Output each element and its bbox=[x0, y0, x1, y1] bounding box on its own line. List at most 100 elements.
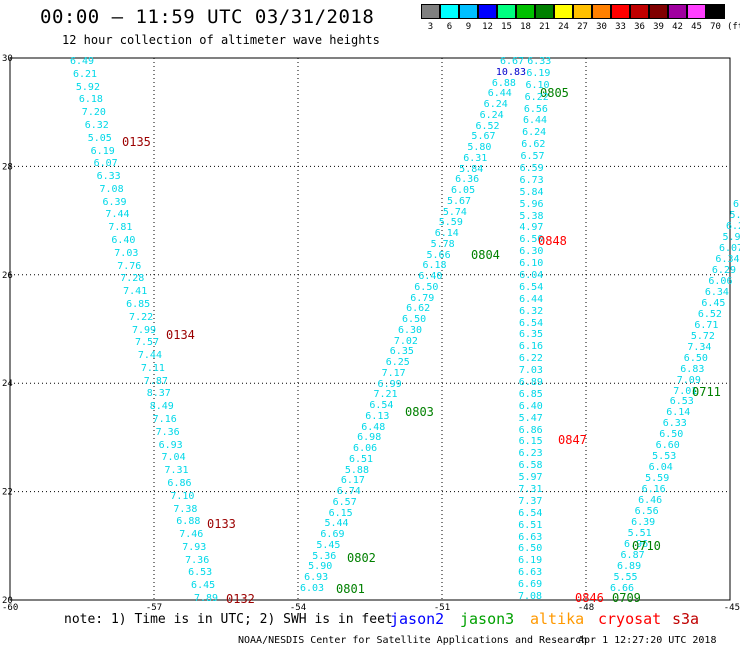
scale-label: 30 bbox=[596, 22, 607, 32]
swh-value: 5.84 bbox=[459, 163, 484, 175]
swh-value: 6.51 bbox=[518, 519, 543, 531]
swh-value: 5.55 bbox=[613, 572, 638, 584]
swh-value: 7.41 bbox=[123, 286, 148, 298]
swh-value: 6.23 bbox=[518, 448, 543, 460]
scale-swatch bbox=[478, 4, 497, 19]
scale-swatch bbox=[668, 4, 687, 19]
swh-value: 6.53 bbox=[669, 396, 694, 408]
swh-value: 6.86 bbox=[518, 424, 543, 436]
scale-swatch bbox=[440, 4, 459, 19]
swh-value: 6.44 bbox=[522, 115, 548, 127]
pass-time-label: 0710 bbox=[632, 539, 661, 553]
scale-label: 6 bbox=[446, 22, 453, 32]
swh-value: 7.89 bbox=[194, 593, 219, 604]
lon-tick-label: -45 bbox=[724, 603, 740, 613]
swh-value: 6.40 bbox=[518, 400, 543, 412]
swh-value: 7.02 bbox=[393, 335, 418, 347]
swh-value: 6.58 bbox=[518, 460, 543, 472]
swh-value: 6.33 bbox=[96, 171, 121, 183]
swh-value: 6.69 bbox=[320, 529, 345, 541]
swh-value: 7.81 bbox=[108, 222, 133, 234]
swh-value: 6.40 bbox=[111, 235, 136, 246]
swh-value: 6.18 bbox=[422, 260, 447, 272]
swh-value: 7.36 bbox=[185, 554, 210, 566]
swh-value: 6.33 bbox=[527, 56, 552, 67]
swh-value: 6.14 bbox=[666, 407, 691, 419]
swh-value: 5.92 bbox=[75, 81, 100, 93]
swh-value: 7.76 bbox=[117, 260, 142, 272]
lat-tick-label: 22 bbox=[2, 488, 13, 498]
swh-value: 6.73 bbox=[519, 174, 544, 186]
swh-value: 6.22 bbox=[518, 353, 543, 365]
lat-tick-label: 24 bbox=[2, 379, 13, 389]
swh-value: 5.75 bbox=[729, 209, 740, 221]
lon-tick-label: -54 bbox=[290, 603, 306, 613]
swh-value: 6.59 bbox=[519, 163, 544, 174]
swh-value: 7.28 bbox=[120, 273, 145, 285]
swh-value: 7.57 bbox=[134, 337, 160, 349]
scale-label: 12 bbox=[482, 22, 493, 32]
swh-value: 6.93 bbox=[158, 439, 183, 451]
swh-value: 6.25 bbox=[385, 357, 410, 369]
swh-value: 6.07 bbox=[718, 242, 740, 254]
swh-value: 5.84 bbox=[519, 186, 544, 198]
lon-tick-label: -51 bbox=[434, 603, 450, 613]
swh-value: 6.45 bbox=[191, 580, 216, 592]
pass-time-label: 0847 bbox=[558, 433, 587, 447]
swh-value: 5.51 bbox=[627, 528, 652, 540]
swh-value: 7.31 bbox=[518, 484, 543, 495]
swh-value: 6.63 bbox=[518, 531, 543, 543]
swh-value: 5.59 bbox=[438, 217, 463, 229]
swh-value: 6.49 bbox=[70, 56, 95, 67]
swh-value: 6.19 bbox=[518, 555, 543, 567]
swh-value: 7.99 bbox=[132, 324, 157, 336]
legend-s3a: s3a bbox=[672, 610, 700, 628]
swh-value: 6.93 bbox=[304, 572, 329, 584]
swh-value: 6.86 bbox=[167, 477, 192, 489]
swh-value: 6.52 bbox=[697, 308, 722, 320]
swh-value: 5.36 bbox=[312, 550, 337, 562]
legend-jason3: jason3 bbox=[460, 610, 515, 628]
swh-value: 5.72 bbox=[690, 330, 715, 342]
swh-value: 6.19 bbox=[526, 67, 551, 79]
swh-value: 6.21 bbox=[72, 68, 98, 80]
swh-value: 5.96 bbox=[519, 198, 544, 210]
swh-value: 6.60 bbox=[655, 440, 680, 452]
swh-value: 6.87 bbox=[620, 550, 645, 562]
swh-value: 7.44 bbox=[137, 350, 162, 362]
swh-value: 5.67 bbox=[471, 131, 496, 143]
swh-value: 6.62 bbox=[406, 303, 431, 315]
scale-swatch bbox=[706, 4, 725, 19]
swh-value: 7.08 bbox=[99, 183, 124, 195]
map-grid bbox=[9, 57, 731, 601]
lon-tick-label: -60 bbox=[2, 603, 18, 613]
swh-value: 6.30 bbox=[519, 246, 544, 258]
scale-label: 27 bbox=[577, 22, 588, 32]
swh-value: 6.85 bbox=[518, 388, 543, 400]
footer-credit: NOAA/NESDIS Center for Satellite Applica… bbox=[238, 635, 588, 646]
swh-value: 5.38 bbox=[519, 210, 544, 222]
swh-value: 6.55 bbox=[733, 199, 740, 210]
swh-value: 6.51 bbox=[348, 453, 374, 465]
swh-value: 6.50 bbox=[683, 352, 708, 364]
swh-value: 6.33 bbox=[662, 418, 687, 430]
swh-value: 6.32 bbox=[84, 119, 109, 131]
lat-tick-label: 28 bbox=[2, 162, 13, 172]
swh-value: 6.39 bbox=[102, 196, 127, 208]
swh-value: 6.50 bbox=[659, 429, 684, 441]
pass-time-label: 0709 bbox=[612, 591, 641, 605]
map-frame bbox=[9, 57, 731, 601]
swh-value: 6.56 bbox=[523, 103, 548, 115]
swh-value: 6.15 bbox=[518, 436, 543, 448]
swh-value: 7.01 bbox=[673, 385, 698, 397]
swh-value: 6.54 bbox=[519, 281, 544, 293]
swh-value: 5.97 bbox=[518, 472, 543, 484]
swh-value: 6.44 bbox=[487, 88, 512, 100]
swh-value: 6.44 bbox=[519, 293, 544, 305]
page-subtitle: 12 hour collection of altimeter wave hei… bbox=[62, 33, 380, 47]
swh-value: 7.87 bbox=[143, 375, 168, 387]
legend-cryosat: cryosat bbox=[598, 610, 662, 628]
swh-value: 6.24 bbox=[522, 127, 547, 139]
swh-value: 6.10 bbox=[525, 79, 550, 91]
pass-time-label: 0134 bbox=[166, 328, 195, 342]
